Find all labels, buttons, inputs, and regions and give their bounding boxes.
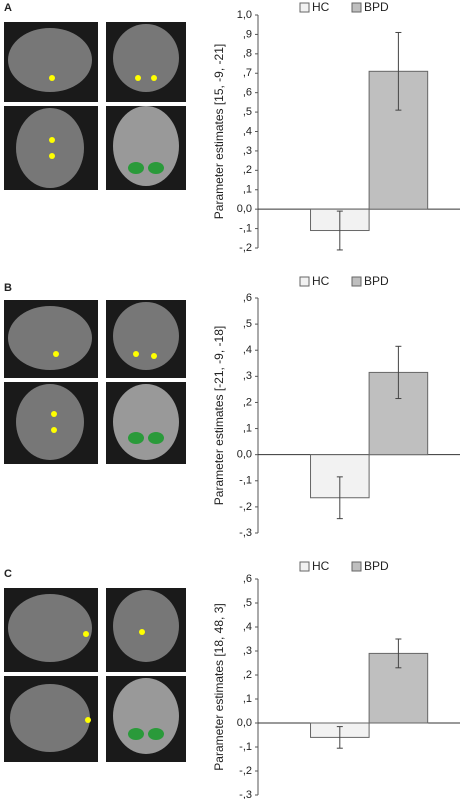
y-tick-label: ,2 <box>243 669 252 681</box>
y-tick-label: ,5 <box>243 597 252 609</box>
y-tick-label: 0,0 <box>237 203 252 215</box>
y-tick-label: ,4 <box>243 344 252 356</box>
legend-label: HC <box>312 0 330 14</box>
legend-swatch <box>351 2 362 13</box>
y-tick-label: ,4 <box>243 125 252 137</box>
panel-c-images <box>4 588 186 762</box>
y-tick-label: 0,0 <box>237 717 252 729</box>
y-tick-label: -,3 <box>239 527 252 539</box>
panel-b-images <box>4 300 186 464</box>
y-tick-label: ,6 <box>243 292 252 304</box>
legend-label: HC <box>312 559 330 573</box>
legend-label: BPD <box>364 559 389 573</box>
y-tick-label: ,2 <box>243 164 252 176</box>
y-tick-label: -,1 <box>239 222 252 234</box>
panel-label: B <box>4 282 12 294</box>
y-tick-label: -,1 <box>239 475 252 487</box>
y-tick-label: ,5 <box>243 106 252 118</box>
y-tick-label: ,7 <box>243 67 252 79</box>
y-tick-label: -,2 <box>239 765 252 777</box>
y-tick-label: ,5 <box>243 318 252 330</box>
legend-label: BPD <box>364 0 389 14</box>
legend-swatch <box>299 2 310 13</box>
y-tick-label: ,3 <box>243 145 252 157</box>
legend-label: HC <box>312 274 330 288</box>
panel-label: C <box>4 568 12 580</box>
y-tick-label: ,4 <box>243 621 252 633</box>
y-tick-label: ,1 <box>243 422 252 434</box>
legend-swatch <box>299 561 310 572</box>
legend-swatch <box>299 276 310 287</box>
panel-label: A <box>4 2 12 14</box>
y-tick-label: ,6 <box>243 573 252 585</box>
legend-label: BPD <box>364 274 389 288</box>
y-tick-label: 0,0 <box>237 449 252 461</box>
y-tick-label: ,3 <box>243 370 252 382</box>
y-tick-label: -,3 <box>239 789 252 799</box>
y-tick-label: ,3 <box>243 645 252 657</box>
y-tick-label: ,2 <box>243 396 252 408</box>
y-tick-label: ,6 <box>243 87 252 99</box>
y-tick-label: ,1 <box>243 693 252 705</box>
brain-images <box>4 22 186 762</box>
y-axis-label: Parameter estimates [18, 48, 3] <box>212 603 226 770</box>
y-axis-label: Parameter estimates [15, -9, -21] <box>212 44 226 219</box>
panel-a-images <box>4 22 186 190</box>
legend-swatch <box>351 276 362 287</box>
y-tick-label: -,2 <box>239 242 252 254</box>
y-tick-label: ,1 <box>243 184 252 196</box>
legend-swatch <box>351 561 362 572</box>
y-axis-label: Parameter estimates [-21, -9, -18] <box>212 326 226 505</box>
y-tick-label: ,9 <box>243 28 252 40</box>
y-tick-label: ,8 <box>243 48 252 60</box>
y-tick-label: -,2 <box>239 501 252 513</box>
y-tick-label: -,1 <box>239 741 252 753</box>
y-tick-label: 1,0 <box>237 9 252 21</box>
